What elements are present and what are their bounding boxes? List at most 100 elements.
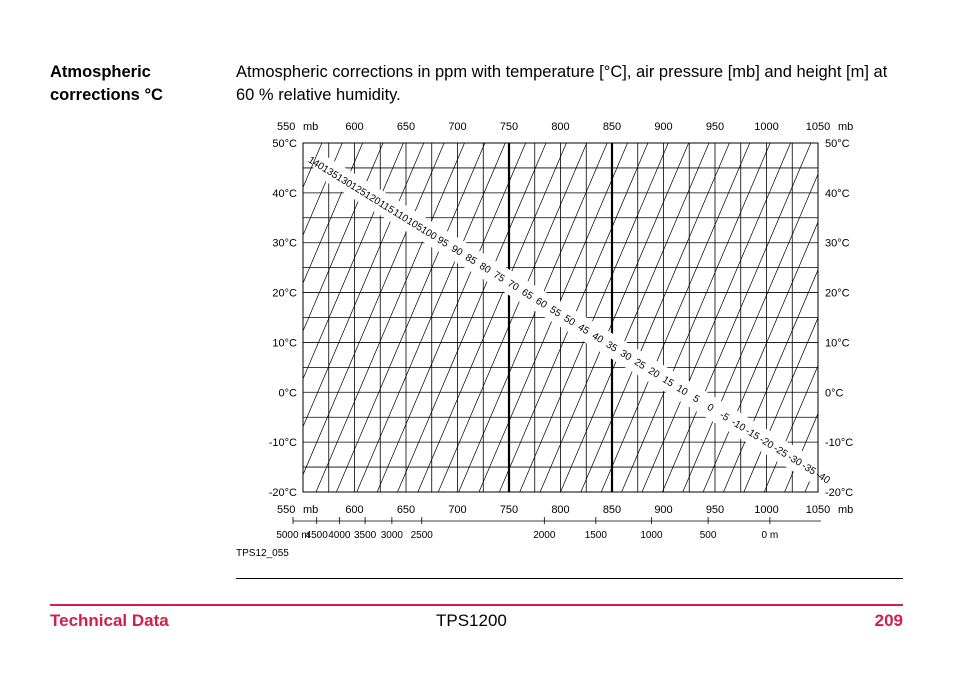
ppm-isoline: [580, 143, 730, 492]
height-label: 2500: [411, 530, 434, 541]
ppm-isoline: [397, 143, 547, 492]
pressure-tick-top: 1000: [754, 121, 778, 133]
ppm-isoline: [539, 143, 689, 492]
ppm-isoline: [948, 143, 954, 492]
pressure-unit-bottom: mb: [303, 504, 318, 516]
temperature-tick-right: 50°C: [825, 138, 850, 150]
temperature-tick-right: 0°C: [825, 387, 844, 399]
ppm-label: 0: [705, 402, 716, 415]
temperature-tick-left: 10°C: [272, 337, 297, 349]
ppm-isoline: [458, 143, 608, 492]
ppm-isoline: [600, 143, 751, 492]
footer-rule: [50, 604, 903, 606]
atmospheric-correction-chart: 1401351301251201151101051009590858075706…: [269, 121, 954, 541]
figure-id: TPS12_055: [236, 548, 289, 559]
ppm-isoline: [376, 143, 526, 492]
pressure-tick-bottom: 1000: [754, 504, 778, 516]
ppm-isoline: [702, 221, 818, 492]
ppm-isoline: [560, 143, 710, 492]
ppm-isoline: [303, 143, 425, 428]
chart-grid: [303, 143, 954, 492]
height-label: 3000: [381, 530, 404, 541]
ppm-label: 45: [576, 322, 592, 337]
ppm-isoline: [519, 143, 669, 492]
footer-page-number: 209: [874, 611, 903, 630]
temperature-tick-right: 20°C: [825, 288, 850, 300]
ppm-isoline: [763, 364, 818, 492]
ppm-label: 95: [435, 235, 451, 250]
temperature-tick-left: 50°C: [272, 138, 297, 150]
height-label: 1000: [640, 530, 663, 541]
section-divider: [236, 578, 903, 579]
temperature-tick-right: 30°C: [825, 238, 850, 250]
ppm-label: 50: [562, 313, 578, 328]
pressure-tick-top: 1050: [806, 121, 830, 133]
pressure-unit-bottom: mb: [838, 504, 853, 516]
ppm-label: 40: [590, 331, 606, 346]
ppm-label: 55: [548, 305, 564, 320]
ppm-isoline: [846, 143, 954, 492]
pressure-tick-top: 750: [500, 121, 518, 133]
pressure-tick-bottom: 850: [603, 504, 621, 516]
pressure-unit-top: mb: [303, 121, 318, 133]
pressure-tick-top: 700: [448, 121, 466, 133]
pressure-tick-bottom: 550: [277, 504, 295, 516]
ppm-isoline: [866, 143, 954, 492]
ppm-isoline: [784, 412, 818, 492]
ppm-isoline: [303, 143, 363, 285]
pressure-tick-bottom: 650: [397, 504, 415, 516]
ppm-label: 5: [691, 393, 702, 406]
ppm-isoline: [303, 143, 343, 237]
height-label: 5000 m: [276, 530, 309, 541]
temperature-tick-right: -20°C: [825, 487, 853, 499]
footer-chapter-title: Technical Data: [50, 611, 169, 630]
height-label: 0 m: [762, 530, 779, 541]
intro-text: Atmospheric corrections in ppm with temp…: [236, 63, 888, 104]
pressure-tick-bottom: 1050: [806, 504, 830, 516]
pressure-tick-bottom: 950: [706, 504, 724, 516]
ppm-isoline: [303, 143, 323, 189]
height-label: 2000: [533, 530, 556, 541]
ppm-isoline: [682, 173, 818, 492]
ppm-isoline: [907, 143, 954, 492]
pressure-tick-bottom: 700: [448, 504, 466, 516]
ppm-label-band: [310, 153, 829, 487]
section-heading: Atmospheric corrections °C: [50, 61, 220, 107]
pressure-tick-bottom: 900: [654, 504, 672, 516]
ppm-label: 90: [449, 243, 465, 258]
section-heading-line-2: corrections °C: [50, 86, 163, 104]
height-label: 4500: [306, 530, 329, 541]
pressure-tick-top: 600: [345, 121, 363, 133]
ppm-isoline: [662, 143, 812, 492]
pressure-tick-top: 800: [551, 121, 569, 133]
pressure-tick-top: 850: [603, 121, 621, 133]
pressure-tick-top: 900: [654, 121, 672, 133]
pressure-tick-top: 950: [706, 121, 724, 133]
pressure-tick-bottom: 750: [500, 504, 518, 516]
height-label: 1500: [585, 530, 608, 541]
temperature-tick-left: -10°C: [269, 437, 297, 449]
temperature-tick-left: 30°C: [272, 238, 297, 250]
ppm-isoline: [417, 143, 567, 492]
height-label: 4000: [328, 530, 351, 541]
ppm-isoline: [621, 143, 771, 492]
temperature-tick-left: 40°C: [272, 188, 297, 200]
ppm-isoline: [437, 143, 588, 492]
temperature-tick-right: -10°C: [825, 437, 853, 449]
ppm-isoline: [641, 143, 791, 492]
height-label: 3500: [354, 530, 377, 541]
ppm-isoline: [315, 143, 465, 492]
temperature-tick-left: 0°C: [279, 387, 298, 399]
temperature-tick-right: 10°C: [825, 337, 850, 349]
ppm-isoline: [887, 143, 954, 492]
ppm-isoline: [303, 143, 445, 476]
ppm-isoline: [927, 143, 954, 492]
temperature-tick-left: -20°C: [269, 487, 297, 499]
pressure-tick-bottom: 600: [345, 504, 363, 516]
footer-product-name: TPS1200: [436, 611, 507, 630]
height-label: 500: [700, 530, 717, 541]
plot-frame: [302, 142, 819, 493]
pressure-tick-bottom: 800: [551, 504, 569, 516]
pressure-tick-top: 650: [397, 121, 415, 133]
temperature-tick-right: 40°C: [825, 188, 850, 200]
